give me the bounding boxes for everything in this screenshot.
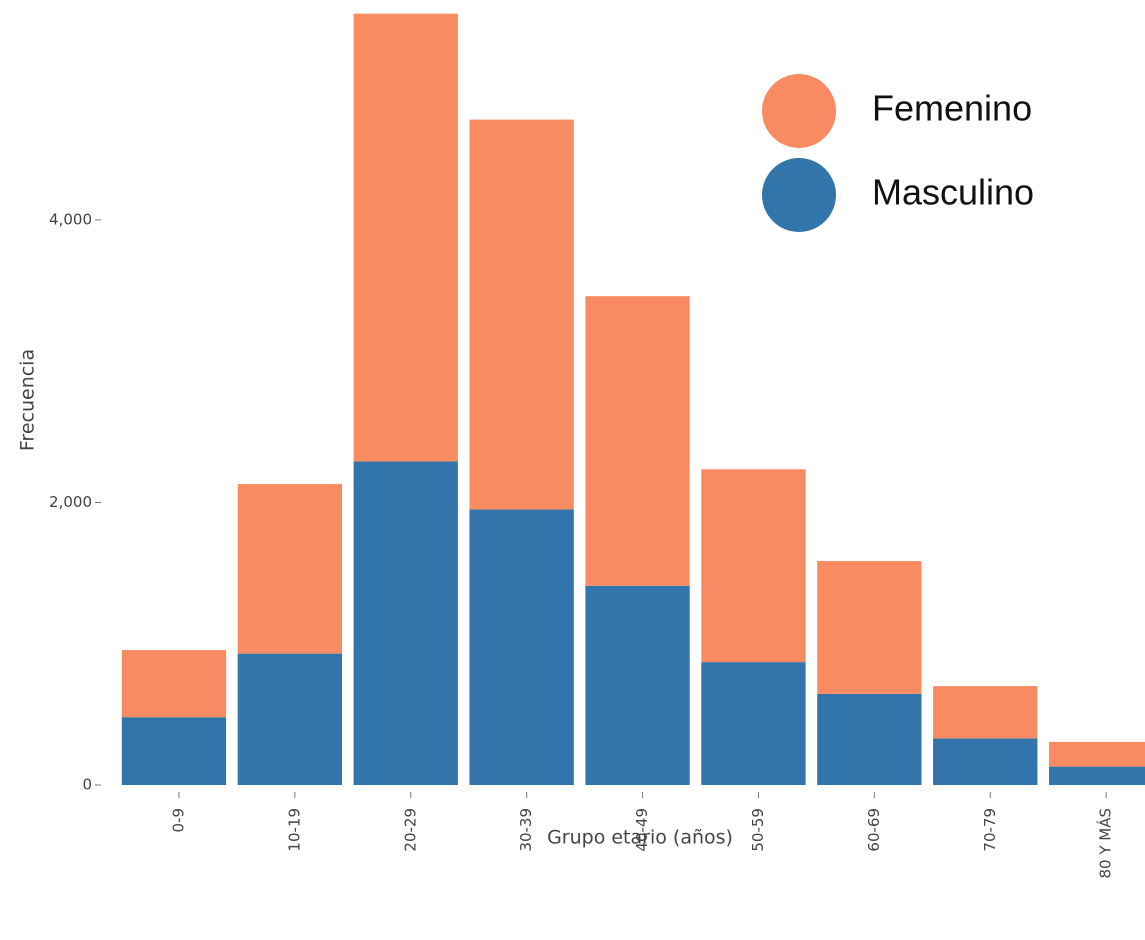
bar-segment [237,484,343,654]
bar-segment [933,686,1038,739]
x-tick-label: 30-39 [517,808,535,852]
bar-segment [353,461,458,785]
x-tick-label: 70-79 [981,808,999,852]
bar-segment [585,296,690,586]
x-tick-label: 0-9 [169,808,187,833]
bar-segment [701,662,806,785]
legend-label: Masculino [872,172,1034,213]
bar-segment [1048,741,1145,767]
bar-segment [585,585,690,785]
bar-segment [121,650,227,718]
x-tick-label: 40-49 [633,808,651,852]
x-tick-label: 20-29 [401,808,419,852]
x-tick-label: 80 Y MÁS [1096,808,1115,879]
x-axis-title: Grupo etario (años) [547,827,733,849]
bar-segment [353,13,458,462]
bar-segment [701,469,806,663]
x-tick-label: 10-19 [285,808,303,852]
bar-segment [469,119,574,510]
bar-segment [237,653,343,785]
bar-segment [817,561,922,694]
bar-segment [817,693,922,785]
bar-segment [1048,766,1145,785]
x-tick-label: 50-59 [749,808,767,852]
legend-marker [762,74,836,148]
x-tick-label: 60-69 [865,808,883,852]
legend-label: Femenino [872,88,1032,129]
bar-segment [121,717,227,785]
y-tick-label: 2,000 [49,493,92,511]
legend-marker [762,158,836,232]
y-tick-label: 4,000 [49,210,92,228]
bar-segment [469,509,574,785]
y-tick-label: 0 [82,776,92,794]
bar-segment [933,738,1038,785]
y-axis-title: Frecuencia [17,349,39,451]
